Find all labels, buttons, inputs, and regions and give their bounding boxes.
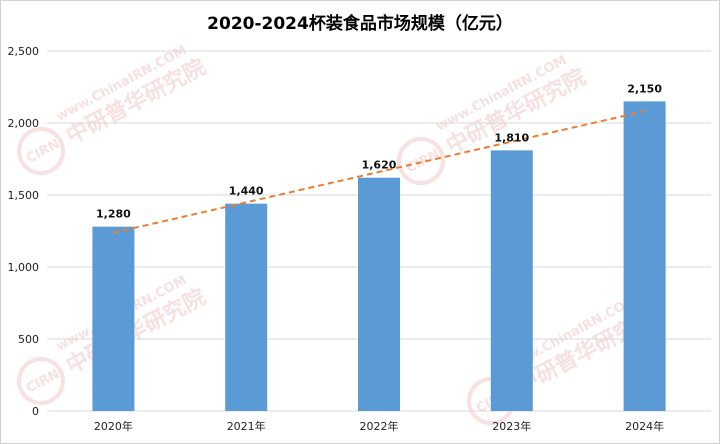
chart-title: 2020-2024杯装食品市场规模（亿元） — [207, 14, 513, 34]
bar — [623, 101, 666, 412]
bar — [490, 150, 533, 412]
data-label: 1,620 — [362, 159, 397, 172]
x-tick-label: 2023年 — [492, 419, 531, 433]
y-tick-label: 2,000 — [8, 117, 40, 130]
trendline — [113, 110, 645, 234]
y-axis: 0 500 1,000 1,500 2,000 2,500 — [8, 45, 40, 418]
bar — [92, 226, 135, 411]
bar-series — [92, 101, 666, 412]
watermark-logo — [397, 137, 445, 185]
bar — [358, 177, 400, 411]
data-labels: 1,280 1,440 1,620 1,810 2,150 — [96, 82, 662, 220]
x-tick-label: 2022年 — [360, 419, 399, 433]
y-tick-label: 2,500 — [8, 45, 40, 58]
data-label: 1,810 — [494, 131, 529, 144]
data-label: 1,440 — [229, 185, 264, 198]
data-label: 1,280 — [96, 208, 131, 221]
x-axis: 2020年 2021年 2022年 2023年 2024年 — [94, 419, 664, 433]
watermark-logo-text: CIRN — [24, 367, 62, 397]
data-label: 2,150 — [627, 82, 662, 95]
x-tick-label: 2020年 — [94, 419, 133, 433]
y-tick-label: 0 — [32, 405, 39, 418]
trendline-group — [113, 110, 645, 234]
watermark-logo — [17, 127, 65, 175]
bar — [225, 203, 268, 411]
y-tick-label: 1,000 — [8, 261, 40, 274]
watermark-logo — [17, 357, 65, 405]
x-tick-label: 2021年 — [227, 419, 266, 433]
x-tick-label: 2024年 — [625, 419, 664, 433]
y-tick-label: 1,500 — [8, 189, 40, 202]
watermark-logo-text: CIRN — [404, 147, 442, 177]
watermark-logo-text: CIRN — [24, 137, 62, 167]
y-tick-label: 500 — [18, 333, 39, 346]
